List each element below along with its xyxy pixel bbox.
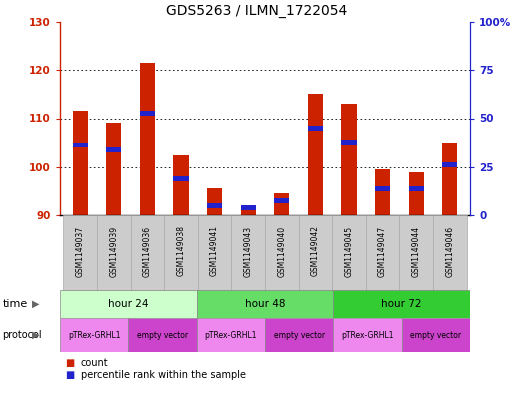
Text: time: time xyxy=(3,299,28,309)
Bar xyxy=(198,215,231,290)
Text: GSM1149037: GSM1149037 xyxy=(75,226,85,277)
Text: pTRex-GRHL1: pTRex-GRHL1 xyxy=(341,331,394,340)
Text: protocol: protocol xyxy=(3,330,42,340)
Text: GSM1149047: GSM1149047 xyxy=(378,226,387,277)
Bar xyxy=(231,215,265,290)
Text: GSM1149036: GSM1149036 xyxy=(143,226,152,277)
Bar xyxy=(333,318,402,352)
Bar xyxy=(207,189,222,215)
Bar xyxy=(128,318,196,352)
Bar xyxy=(342,140,357,145)
Bar xyxy=(196,318,265,352)
Bar xyxy=(265,215,299,290)
Bar xyxy=(173,155,189,215)
Bar xyxy=(409,172,424,215)
Bar xyxy=(97,215,131,290)
Text: percentile rank within the sample: percentile rank within the sample xyxy=(81,370,246,380)
Bar xyxy=(299,215,332,290)
Text: empty vector: empty vector xyxy=(273,331,325,340)
Text: ■: ■ xyxy=(65,370,74,380)
Bar xyxy=(433,215,467,290)
Text: GSM1149045: GSM1149045 xyxy=(345,226,353,277)
Bar xyxy=(60,290,196,318)
Bar xyxy=(442,162,458,167)
Text: GSM1149039: GSM1149039 xyxy=(109,226,119,277)
Text: hour 48: hour 48 xyxy=(245,299,285,309)
Bar xyxy=(131,215,164,290)
Text: ▶: ▶ xyxy=(32,299,40,309)
Bar xyxy=(375,169,390,215)
Bar xyxy=(274,193,289,215)
Text: GSM1149044: GSM1149044 xyxy=(412,226,421,277)
Text: GSM1149043: GSM1149043 xyxy=(244,226,253,277)
Bar xyxy=(308,94,323,215)
Bar xyxy=(265,318,333,352)
Text: GSM1149042: GSM1149042 xyxy=(311,226,320,277)
Text: hour 24: hour 24 xyxy=(108,299,149,309)
Bar xyxy=(241,210,256,215)
Text: GSM1149041: GSM1149041 xyxy=(210,226,219,277)
Text: GSM1149046: GSM1149046 xyxy=(445,226,455,277)
Bar xyxy=(342,104,357,215)
Bar xyxy=(442,143,458,215)
Bar xyxy=(332,215,366,290)
Bar xyxy=(366,215,400,290)
Bar xyxy=(106,147,122,152)
Bar xyxy=(241,206,256,210)
Text: empty vector: empty vector xyxy=(410,331,461,340)
Text: GSM1149040: GSM1149040 xyxy=(278,226,286,277)
Text: count: count xyxy=(81,358,108,368)
Bar xyxy=(106,123,122,215)
Text: GSM1149038: GSM1149038 xyxy=(176,226,186,277)
Bar xyxy=(173,176,189,181)
Text: ■: ■ xyxy=(65,358,74,368)
Bar xyxy=(164,215,198,290)
Bar xyxy=(140,63,155,215)
Bar xyxy=(402,318,470,352)
Bar xyxy=(73,111,88,215)
Bar xyxy=(60,318,128,352)
Bar xyxy=(400,215,433,290)
Bar xyxy=(64,215,97,290)
Text: GDS5263 / ILMN_1722054: GDS5263 / ILMN_1722054 xyxy=(166,4,347,18)
Text: empty vector: empty vector xyxy=(137,331,188,340)
Bar xyxy=(73,143,88,147)
Bar xyxy=(308,126,323,130)
Text: pTRex-GRHL1: pTRex-GRHL1 xyxy=(68,331,121,340)
Bar xyxy=(409,186,424,191)
Bar xyxy=(207,203,222,208)
Bar xyxy=(375,186,390,191)
Bar xyxy=(196,290,333,318)
Bar xyxy=(274,198,289,203)
Text: ▶: ▶ xyxy=(32,330,40,340)
Text: hour 72: hour 72 xyxy=(382,299,422,309)
Bar xyxy=(333,290,470,318)
Text: pTRex-GRHL1: pTRex-GRHL1 xyxy=(205,331,257,340)
Bar xyxy=(140,111,155,116)
